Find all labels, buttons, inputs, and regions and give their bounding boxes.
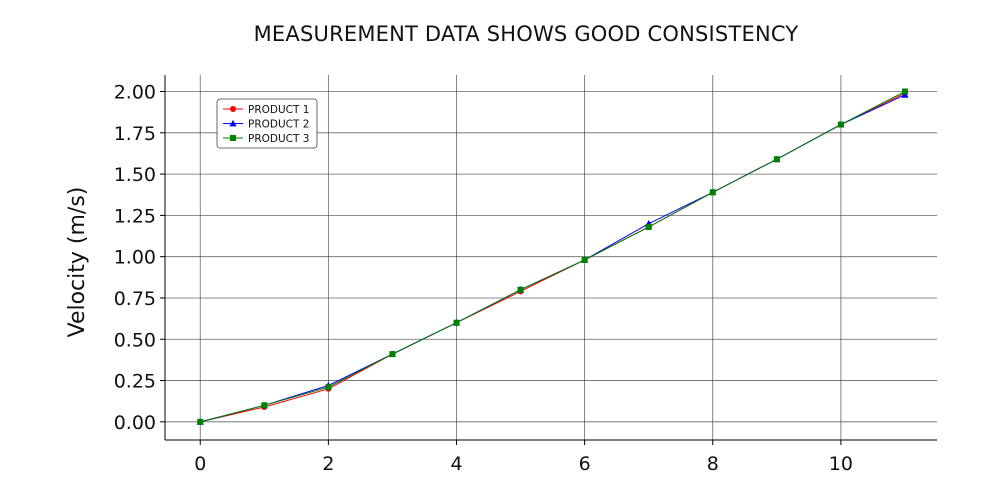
y-axis-title: Velocity (m/s) bbox=[65, 187, 90, 338]
series-3 bbox=[197, 88, 908, 425]
data-point bbox=[517, 286, 524, 293]
x-tick-label: 10 bbox=[829, 453, 853, 475]
y-tick-label: 0.25 bbox=[114, 371, 156, 393]
y-tick-label: 1.25 bbox=[114, 205, 156, 227]
x-tick-label: 6 bbox=[579, 453, 591, 475]
x-tick-label: 0 bbox=[194, 453, 206, 475]
legend-box bbox=[216, 98, 318, 149]
legend-marker bbox=[230, 106, 236, 112]
legend-label: PRODUCT 2 bbox=[248, 119, 309, 131]
y-tick-label: 0.75 bbox=[114, 288, 156, 310]
data-point bbox=[581, 256, 588, 263]
y-tick-label: 1.50 bbox=[114, 164, 156, 186]
data-point bbox=[901, 88, 908, 95]
y-tick-label: 1.00 bbox=[114, 247, 156, 269]
data-point bbox=[645, 223, 652, 230]
data-point bbox=[325, 384, 332, 391]
data-point bbox=[837, 121, 844, 128]
series-layer bbox=[196, 88, 909, 425]
y-tick-label: 2.00 bbox=[114, 82, 156, 104]
x-tick-label: 4 bbox=[450, 453, 462, 475]
axes-layer: 0 2 4 6 8 10 0.00 0.25 0.50 0.75 1.00 1.25 1.50 1.75 2… bbox=[114, 75, 937, 475]
y-tick-label: 0.00 bbox=[114, 412, 156, 434]
legend-marker bbox=[229, 119, 237, 127]
chart-title: MEASUREMENT DATA SHOWS GOOD CONSISTENCY bbox=[253, 22, 799, 46]
x-tick-label: 2 bbox=[322, 453, 334, 475]
legend-marker bbox=[230, 135, 236, 141]
data-point bbox=[389, 351, 396, 358]
x-tick-label: 8 bbox=[707, 453, 719, 475]
data-point bbox=[709, 189, 716, 196]
y-tick-label: 0.50 bbox=[114, 329, 156, 351]
data-point bbox=[197, 418, 204, 425]
data-point bbox=[261, 402, 268, 409]
legend-label: PRODUCT 3 bbox=[248, 133, 309, 145]
data-point bbox=[453, 319, 460, 326]
y-tick-label: 1.75 bbox=[114, 123, 156, 145]
grid-layer bbox=[165, 75, 937, 440]
series-line bbox=[200, 91, 906, 423]
legend-label: PRODUCT 1 bbox=[248, 104, 309, 116]
legend: PRODUCT 1 PRODUCT 2 PRODUCT 3 bbox=[216, 98, 318, 149]
data-point bbox=[773, 156, 780, 163]
